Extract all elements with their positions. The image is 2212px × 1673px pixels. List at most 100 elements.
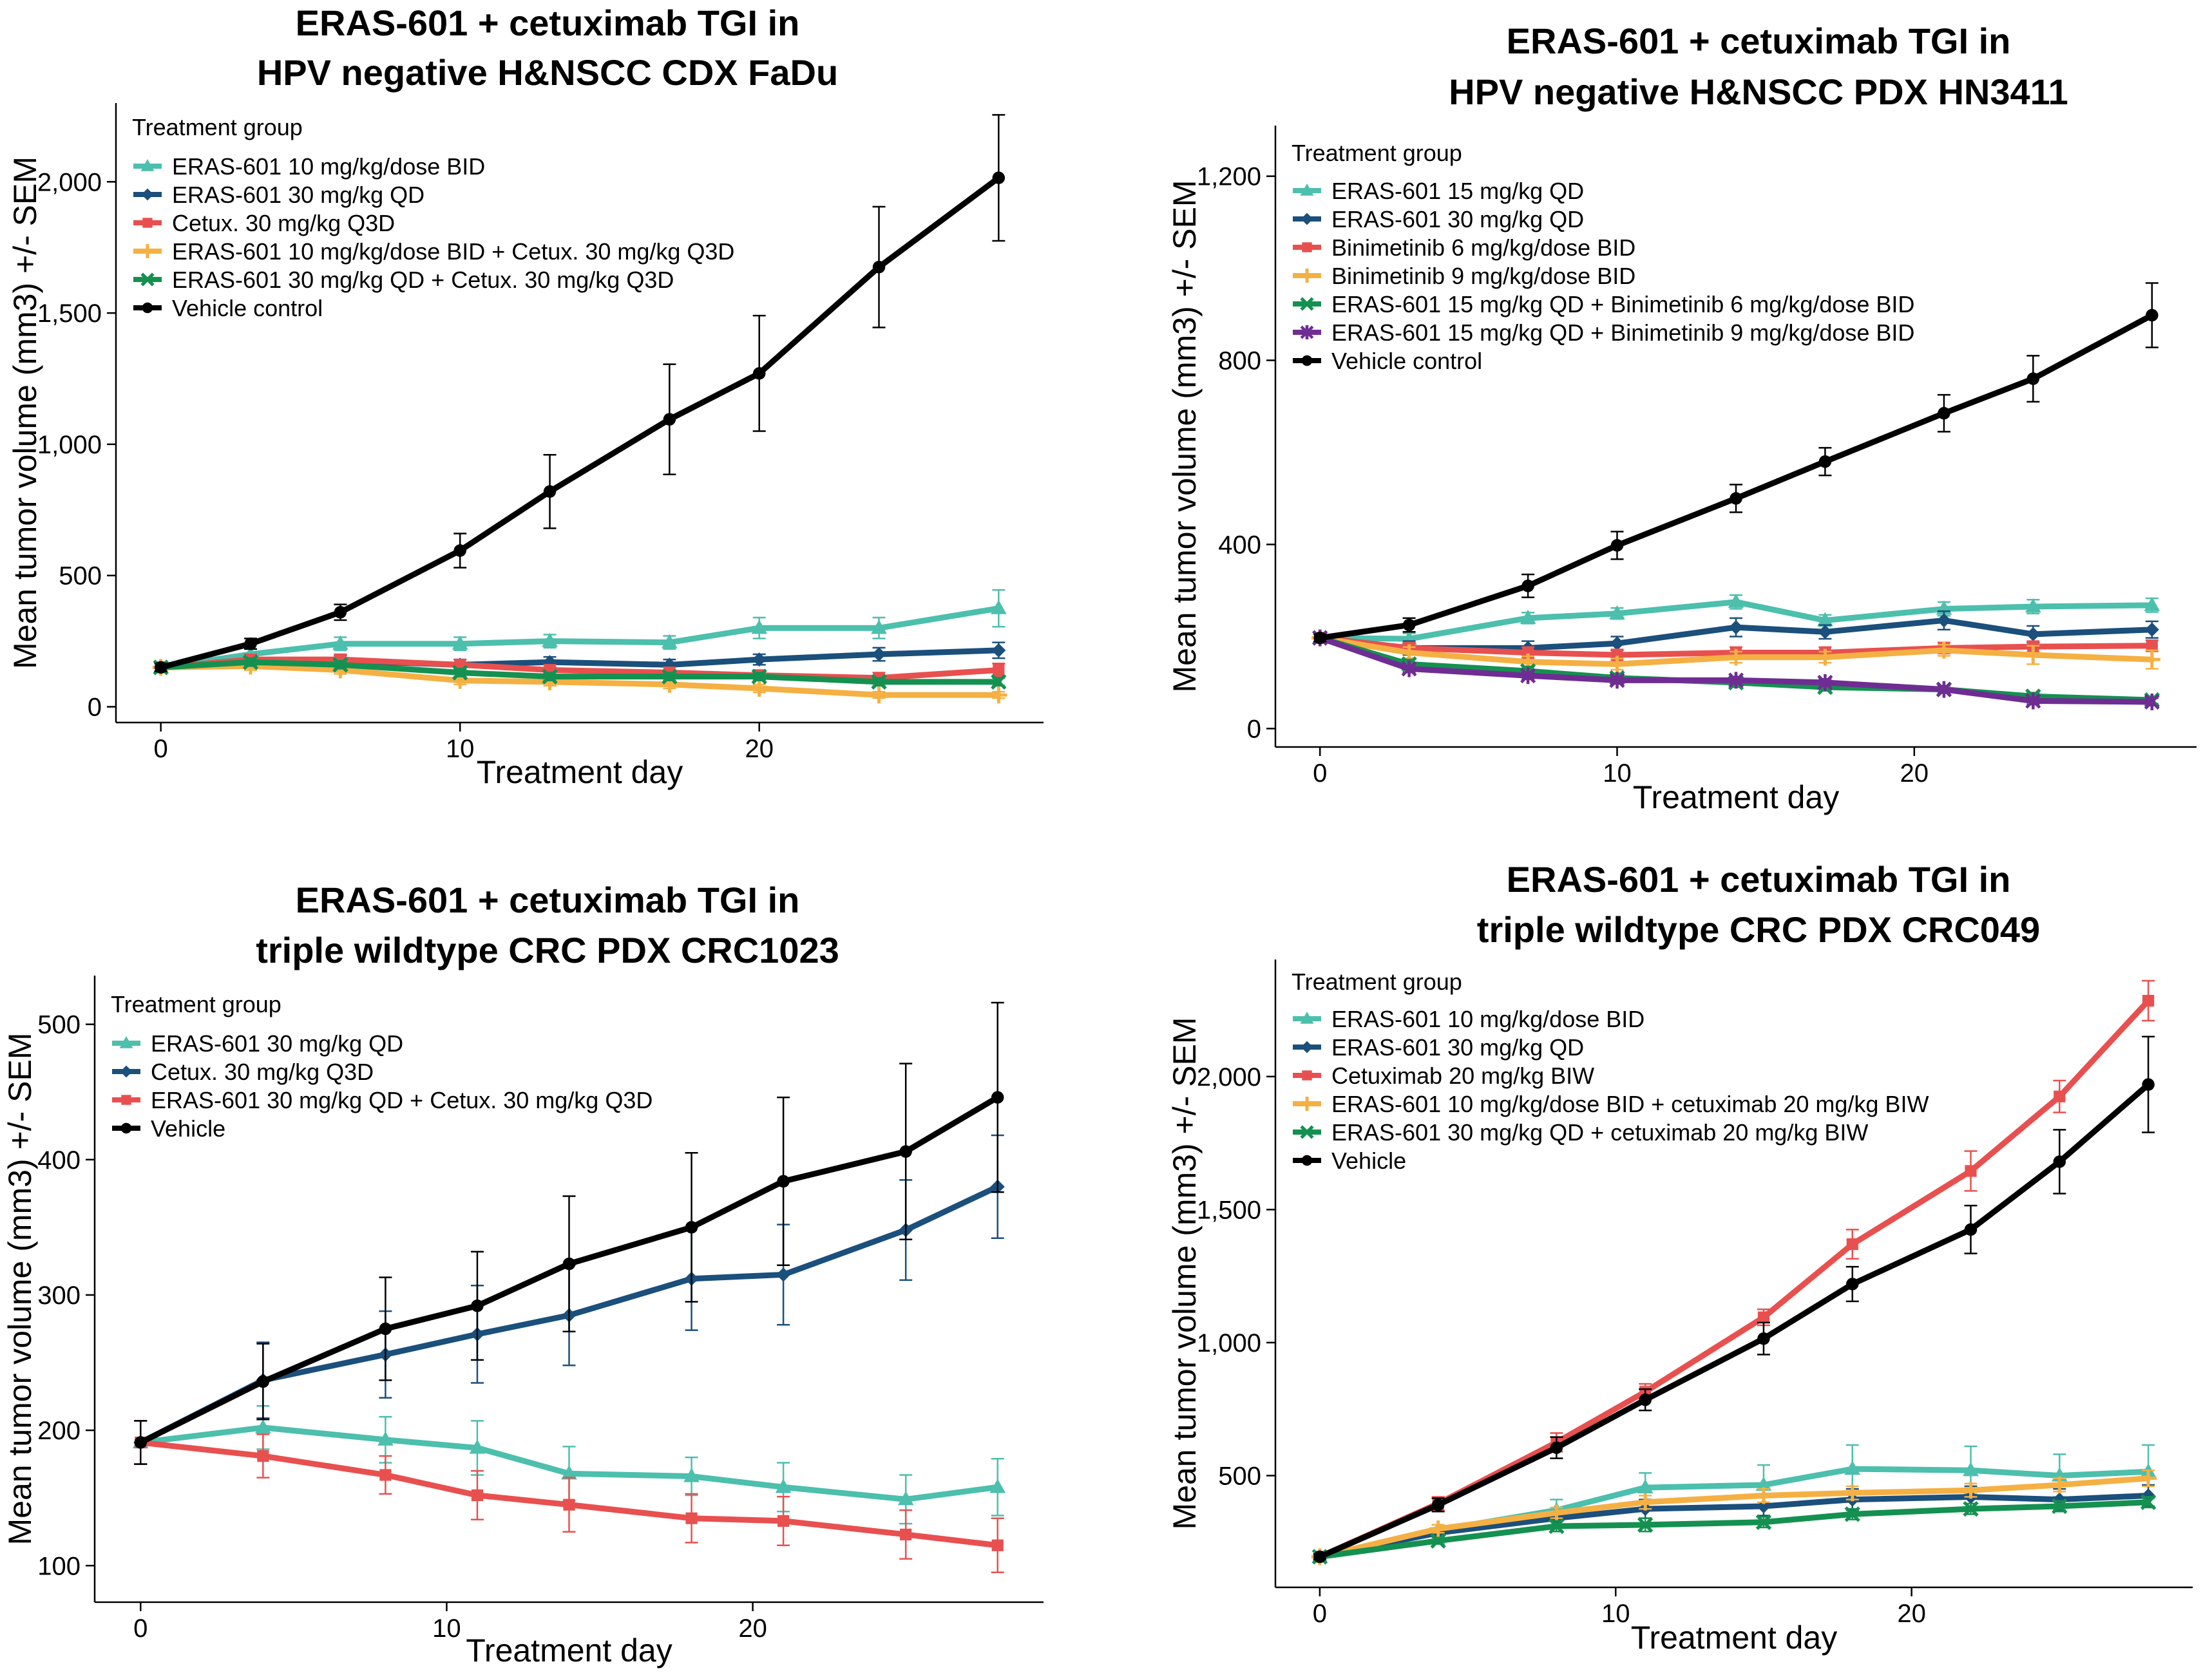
data-point	[1962, 1482, 1979, 1499]
x-tick-label: 0	[133, 1614, 148, 1643]
data-point	[2026, 627, 2041, 641]
data-point	[2142, 994, 2155, 1007]
data-point	[872, 261, 886, 274]
data-point	[256, 1375, 270, 1388]
data-point	[662, 634, 678, 648]
data-point	[242, 654, 259, 670]
legend-item-label: ERAS-601 30 mg/kg QD + cetuximab 20 mg/k…	[1331, 1119, 1868, 1146]
legend-item-label: ERAS-601 15 mg/kg QD + Binimetinib 9 mg/…	[1331, 319, 1914, 346]
data-point	[900, 1528, 912, 1541]
data-point	[1817, 612, 1833, 627]
data-point	[1963, 1500, 1979, 1517]
chart-panel-1: ERAS-601 + cetuximab TGI in HPV negative …	[7, 3, 1044, 790]
x-tick-label: 20	[1900, 759, 1929, 788]
data-point	[991, 1539, 1004, 1551]
legend-item-label: ERAS-601 30 mg/kg QD + Cetux. 30 mg/kg Q…	[151, 1087, 653, 1113]
series-4	[1311, 629, 2160, 673]
chart-title-line: triple wildtype CRC PDX CRC049	[1477, 909, 2040, 950]
legend-item-label: Binimetinib 6 mg/kg/dose BID	[1331, 234, 1635, 261]
data-point	[452, 635, 468, 650]
data-point	[1755, 1476, 1772, 1491]
data-point	[471, 1489, 484, 1502]
data-point	[1520, 609, 1536, 624]
data-point	[2144, 596, 2160, 611]
data-point	[1816, 648, 1834, 666]
x-axis-label: Treatment day	[477, 754, 683, 790]
data-point	[662, 668, 678, 685]
data-point	[377, 1431, 394, 1446]
y-tick-label: 400	[1218, 531, 1261, 559]
data-point	[1637, 1479, 1654, 1494]
legend-title: Treatment group	[111, 991, 281, 1017]
y-tick-label: 1,000	[1197, 1329, 1261, 1357]
y-tick-label: 400	[37, 1146, 81, 1175]
y-tick-label: 100	[37, 1552, 81, 1580]
legend-item-label: ERAS-601 10 mg/kg/dose BID + cetuximab 2…	[1331, 1091, 1929, 1117]
data-point	[1313, 631, 1326, 645]
data-point	[1757, 1332, 1770, 1345]
chart-panel-3: ERAS-601 + cetuximab TGI in triple wildty…	[2, 880, 1044, 1668]
chart-title-line: HPV negative H&NSCC PDX HN3411	[1449, 71, 2068, 112]
data-point	[1429, 1520, 1447, 1538]
legend: Treatment group ERAS-601 10 mg/kg/dose BI…	[132, 114, 734, 321]
data-point	[751, 619, 768, 634]
legend-swatch-marker	[1301, 355, 1313, 366]
legend-swatch-marker	[1301, 1155, 1313, 1166]
data-point	[452, 665, 468, 681]
data-point	[683, 1468, 700, 1482]
data-point	[1728, 620, 1744, 635]
legend-swatch-marker	[142, 218, 153, 228]
data-point	[1610, 539, 1624, 552]
y-tick-label: 500	[37, 1011, 81, 1039]
legend-swatch-marker	[140, 272, 155, 287]
legend-swatch-marker	[1301, 213, 1313, 225]
data-point	[2142, 1078, 2155, 1091]
legend-swatch-marker	[141, 188, 154, 201]
data-point	[1608, 656, 1626, 673]
x-tick-label: 20	[745, 735, 774, 763]
legend-item-label: ERAS-601 30 mg/kg QD	[151, 1030, 403, 1057]
x-tick-label: 20	[1897, 1600, 1926, 1628]
chart-title-line: ERAS-601 + cetuximab TGI in	[1507, 21, 2011, 61]
series-4	[134, 1001, 1004, 1465]
data-point	[2025, 692, 2041, 710]
data-point	[990, 686, 1007, 704]
chart-title-line: triple wildtype CRC PDX CRC1023	[256, 930, 839, 970]
y-tick-label: 2,000	[1197, 1063, 1261, 1092]
data-point	[543, 485, 557, 498]
y-axis-label: Mean tumor volume (mm3) +/- SEM	[1167, 180, 1203, 692]
legend-item-label: ERAS-601 30 mg/kg QD	[1331, 206, 1584, 232]
legend-item-label: Vehicle control	[1331, 348, 1482, 374]
data-point	[993, 664, 1005, 676]
x-tick-label: 10	[1603, 759, 1632, 788]
chart-panel-4: ERAS-601 + cetuximab TGI in triple wildty…	[1167, 859, 2193, 1656]
data-point	[1609, 672, 1625, 689]
y-axis-label: Mean tumor volume (mm3) +/- SEM	[7, 156, 43, 669]
data-point	[1728, 672, 1744, 689]
legend-item-label: ERAS-601 15 mg/kg QD + Binimetinib 6 mg/…	[1331, 291, 1914, 317]
data-point	[1548, 1504, 1565, 1522]
data-point	[1844, 1506, 1860, 1522]
legend-swatch-marker	[1300, 184, 1314, 196]
legend-swatch-marker	[119, 1036, 133, 1048]
data-point	[2140, 1494, 2157, 1510]
data-point	[663, 413, 676, 426]
data-point	[1964, 1223, 1978, 1236]
data-point	[542, 668, 558, 685]
data-point	[1431, 1498, 1445, 1511]
chart-title-line: HPV negative H&NSCC CDX FaDu	[257, 52, 838, 93]
legend-swatch-marker	[120, 1065, 133, 1078]
legend-item-label: ERAS-601 10 mg/kg/dose BID + Cetux. 30 m…	[172, 238, 734, 265]
data-point	[1402, 618, 1416, 632]
data-point	[1520, 667, 1536, 685]
data-point	[2025, 647, 2042, 664]
data-point	[991, 674, 1007, 690]
data-point	[1728, 648, 1744, 666]
legend-item-label: Vehicle	[151, 1115, 225, 1142]
series-4	[1311, 1469, 2157, 1565]
y-axis-label: Mean tumor volume (mm3) +/- SEM	[1167, 1017, 1203, 1529]
data-point	[332, 635, 348, 650]
legend-swatch-marker	[121, 1095, 131, 1105]
legend-swatch-marker	[142, 302, 153, 314]
